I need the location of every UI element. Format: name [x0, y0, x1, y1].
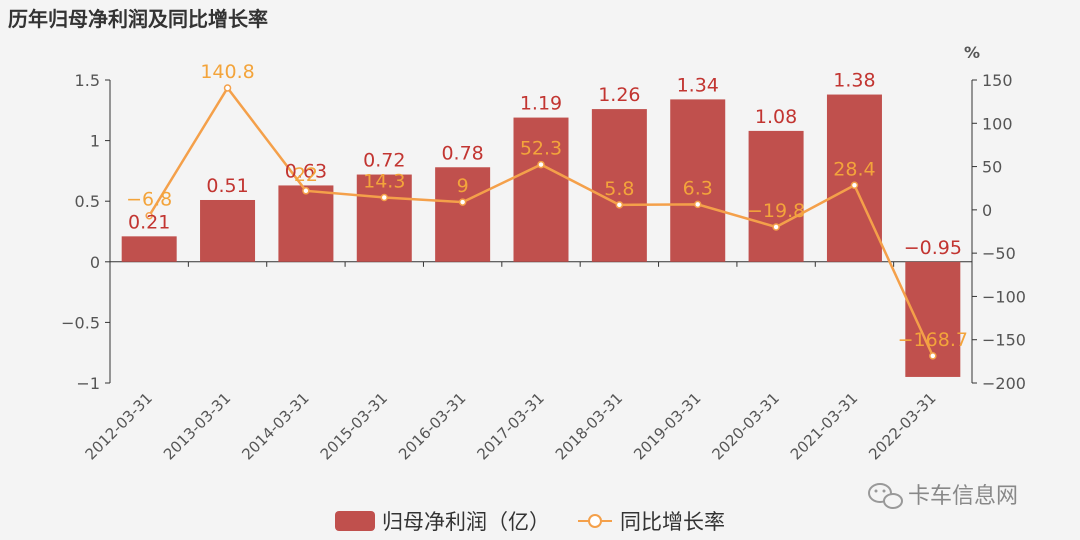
- x-tick-label: 2018-03-31: [552, 389, 626, 463]
- y-right-tick-label: −200: [982, 374, 1026, 393]
- growth-point[interactable]: [615, 201, 624, 209]
- growth-value-label: 14.3: [363, 170, 405, 192]
- growth-value-label: 140.8: [200, 61, 254, 83]
- growth-line: [145, 84, 937, 360]
- y-left-tick-label: 0: [90, 253, 100, 272]
- growth-point[interactable]: [380, 193, 389, 202]
- y-left-tick-label: −1: [76, 374, 100, 393]
- bar-value-label: 1.38: [833, 70, 875, 92]
- bar-value-label: −0.95: [904, 237, 962, 259]
- bar-value-label: 0.21: [128, 211, 170, 233]
- x-tick-label: 2017-03-31: [473, 389, 547, 463]
- growth-value-label: 9: [457, 175, 469, 197]
- legend[interactable]: 归母净利润（亿） 同比增长率: [335, 510, 725, 534]
- bar-value-label: 1.34: [677, 74, 719, 96]
- bar[interactable]: [591, 109, 647, 262]
- y-left-tick-label: 0.5: [75, 192, 100, 211]
- bar-value-label: 1.19: [520, 93, 562, 115]
- x-tick-label: 2021-03-31: [787, 389, 861, 463]
- y-left-tick-label: −0.5: [61, 313, 100, 332]
- y-right-axis-unit: %: [964, 43, 980, 62]
- x-tick-label: 2012-03-31: [82, 389, 156, 463]
- legend-bar-swatch[interactable]: [335, 511, 375, 531]
- y-right-tick-label: 0: [982, 201, 992, 220]
- y-right-tick-label: 150: [982, 71, 1013, 90]
- bar[interactable]: [513, 117, 569, 262]
- growth-value-label: 52.3: [520, 138, 562, 160]
- x-tick-label: 2015-03-31: [317, 389, 391, 463]
- growth-point[interactable]: [772, 223, 780, 231]
- growth-point[interactable]: [223, 84, 232, 92]
- bar[interactable]: [356, 174, 412, 262]
- growth-point[interactable]: [302, 187, 310, 195]
- growth-point[interactable]: [537, 160, 545, 169]
- x-tick-label: 2014-03-31: [238, 389, 312, 463]
- growth-point[interactable]: [458, 198, 467, 206]
- growth-value-label: 6.3: [683, 177, 713, 199]
- growth-value-label: 5.8: [604, 178, 634, 200]
- bar[interactable]: [200, 199, 256, 262]
- y-left-tick-label: 1.5: [75, 71, 100, 90]
- growth-value-label: −19.8: [747, 200, 805, 222]
- bar[interactable]: [121, 236, 177, 262]
- bar-value-label: 1.26: [598, 84, 640, 106]
- x-tick-label: 2019-03-31: [630, 389, 704, 463]
- growth-value-label: −168.7: [898, 329, 968, 351]
- legend-line-label[interactable]: 同比增长率: [620, 510, 725, 534]
- bar[interactable]: [905, 261, 961, 377]
- y-left-tick-label: 1: [90, 132, 100, 151]
- legend-bar-label[interactable]: 归母净利润（亿）: [382, 510, 550, 534]
- growth-point[interactable]: [145, 211, 153, 220]
- bar-value-label: 0.63: [285, 160, 327, 182]
- watermark: 卡车信息网: [868, 483, 1018, 509]
- bar[interactable]: [826, 94, 882, 262]
- x-tick-label: 2020-03-31: [709, 389, 783, 463]
- bar[interactable]: [278, 185, 334, 262]
- bars: [121, 94, 961, 377]
- bar-value-label: 0.51: [206, 175, 248, 197]
- x-tick-label: 2022-03-31: [865, 389, 939, 463]
- x-tick-label: 2016-03-31: [395, 389, 469, 463]
- growth-point[interactable]: [929, 352, 937, 360]
- bar[interactable]: [670, 99, 726, 262]
- growth-value-label: −6.8: [126, 189, 172, 211]
- y-right-tick-label: −100: [982, 287, 1026, 306]
- growth-value-label: 22: [294, 164, 318, 186]
- chart-title: 历年归母净利润及同比增长率: [8, 7, 268, 31]
- y-right-tick-label: 100: [982, 114, 1013, 133]
- watermark-text: 卡车信息网: [908, 484, 1018, 509]
- growth-value-label: 28.4: [833, 158, 875, 180]
- x-tick-label: 2013-03-31: [160, 389, 234, 463]
- bar[interactable]: [748, 130, 804, 262]
- bar-value-label: 0.78: [441, 142, 483, 164]
- y-right-tick-label: −150: [982, 331, 1026, 350]
- wechat-icon: [868, 483, 903, 509]
- y-right-tick-label: 50: [982, 158, 1002, 177]
- y-right-tick-label: −50: [982, 244, 1016, 263]
- bar-value-label: 1.08: [755, 106, 797, 128]
- growth-point[interactable]: [850, 181, 859, 190]
- data-labels: 0.21 0.51 0.63 0.72 0.78 1.19 1.26 1.34 1.08 1.38…: [126, 61, 968, 351]
- bar-value-label: 0.72: [363, 150, 405, 172]
- growth-point[interactable]: [693, 200, 702, 209]
- legend-line-marker[interactable]: [588, 514, 602, 528]
- bar[interactable]: [435, 167, 491, 262]
